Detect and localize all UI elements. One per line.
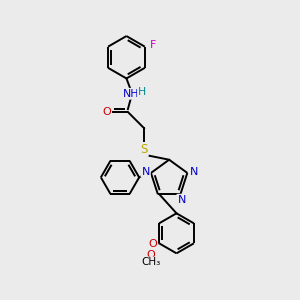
Text: O: O [148, 239, 157, 249]
Text: F: F [150, 40, 156, 50]
Text: N: N [177, 195, 186, 205]
Text: H: H [138, 87, 146, 97]
Text: CH₃: CH₃ [141, 257, 160, 268]
Text: N: N [190, 167, 198, 177]
Text: S: S [140, 143, 148, 156]
Text: NH: NH [123, 89, 139, 99]
Text: O: O [146, 250, 155, 260]
Text: O: O [102, 107, 111, 117]
Text: N: N [141, 167, 150, 177]
